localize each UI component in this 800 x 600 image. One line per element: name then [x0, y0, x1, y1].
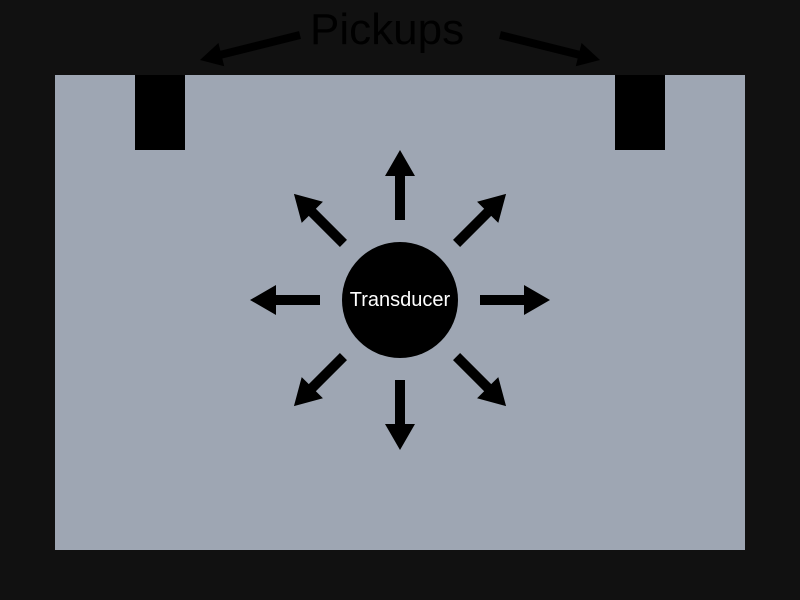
pickup-left [135, 75, 185, 150]
transducer-label: Transducer [350, 289, 450, 312]
transducer: Transducer [342, 242, 458, 358]
pickups-label: Pickups [310, 5, 464, 55]
pickup-right [615, 75, 665, 150]
